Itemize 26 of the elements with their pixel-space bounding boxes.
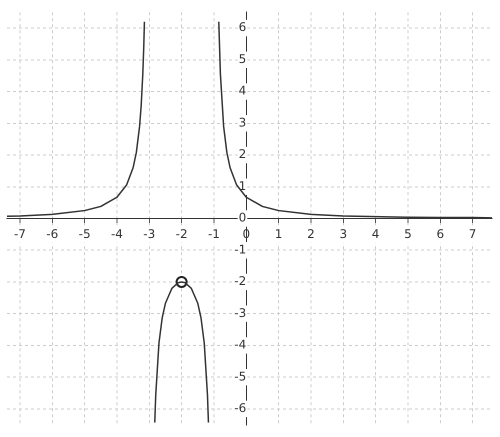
x-tick-label: 1 (274, 226, 282, 241)
y-tick-label: -6 (234, 401, 246, 416)
x-tick-label: -2 (176, 226, 188, 241)
x-tick-label: 4 (372, 226, 380, 241)
x-tick-label: -6 (46, 226, 58, 241)
y-tick-label: -2 (234, 274, 246, 288)
y-tick-label: -1 (234, 242, 246, 256)
y-tick-label: 2 (238, 147, 246, 162)
x-tick-label: -1 (208, 226, 220, 241)
x-tick-label: -7 (14, 226, 26, 241)
x-tick-label: 7 (468, 226, 476, 241)
x-tick-label: 5 (404, 226, 412, 241)
y-tick-label: -5 (234, 369, 246, 384)
y-tick-label: 5 (238, 52, 246, 66)
x-tick-label: -5 (78, 226, 91, 241)
x-tick-label: -3 (143, 226, 156, 241)
x-tick-label: 2 (307, 226, 315, 241)
y-tick-label: 6 (238, 20, 246, 34)
y-tick-label: 4 (238, 84, 246, 98)
x-tick-label: -4 (110, 226, 123, 241)
x-tick-label: 3 (339, 226, 348, 241)
y-tick-label: -4 (234, 338, 246, 352)
y-tick-label: 3 (238, 115, 246, 130)
x-tick-label: 6 (436, 226, 444, 241)
y-tick-label: -3 (234, 306, 246, 320)
y-tick-label: 0 (238, 210, 246, 225)
